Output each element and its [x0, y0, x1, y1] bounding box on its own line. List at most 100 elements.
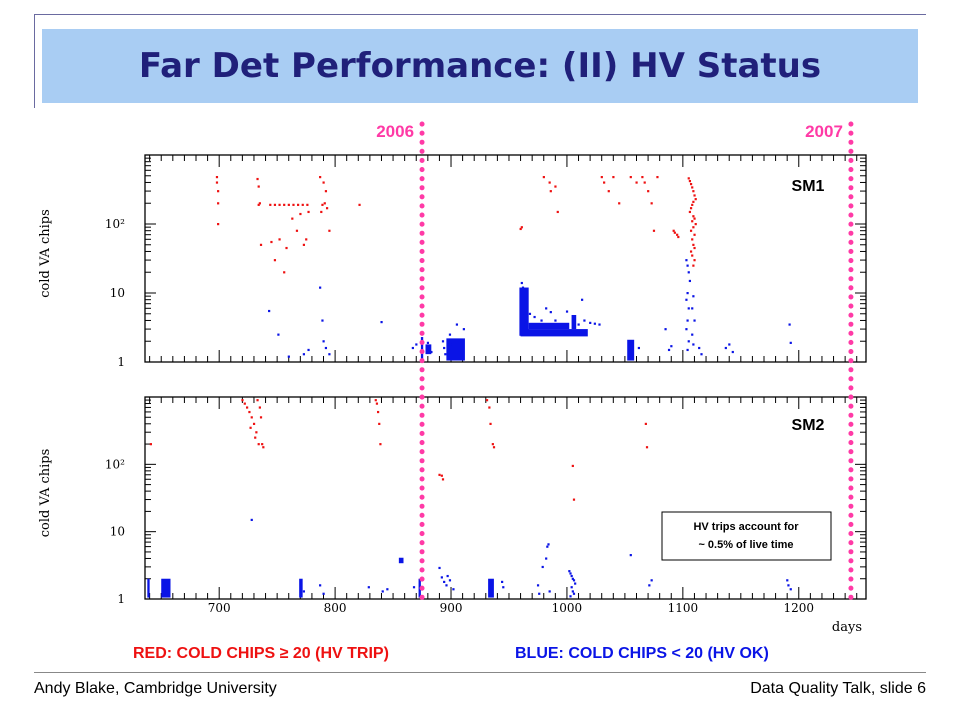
red-point: [269, 203, 272, 206]
blue-point: [520, 281, 523, 285]
red-point: [299, 212, 302, 216]
red-point: [694, 223, 697, 226]
x-tick-label: 900: [440, 601, 463, 615]
red-point: [673, 231, 676, 234]
frame-top-rule: [34, 14, 926, 15]
red-point: [322, 181, 325, 184]
blue-point: [569, 572, 572, 575]
blue-block: [420, 337, 424, 360]
red-point: [328, 229, 331, 232]
red-point: [689, 229, 693, 232]
blue-point: [321, 319, 324, 322]
blue-point: [455, 323, 459, 326]
blue-point: [324, 346, 328, 350]
blue-point: [386, 588, 389, 591]
blue-point: [687, 271, 690, 274]
red-point: [691, 220, 694, 223]
title-bar: Far Det Performance: (II) HV Status: [42, 29, 918, 103]
blue-point: [664, 328, 667, 331]
blue-point: [549, 311, 552, 314]
red-point: [319, 175, 322, 179]
red-point: [375, 402, 379, 405]
blue-point: [569, 595, 572, 598]
blue-point: [536, 584, 540, 587]
blue-point: [441, 340, 445, 343]
red-point: [644, 422, 647, 425]
blue-point: [528, 312, 532, 315]
red-point: [292, 203, 295, 206]
blue-point: [380, 320, 383, 324]
blue-point: [692, 343, 695, 346]
red-point: [278, 203, 281, 206]
red-point: [149, 443, 152, 446]
y-axis-label: cold VA chips: [38, 209, 53, 298]
blue-block: [519, 287, 529, 336]
red-point: [374, 399, 377, 402]
x-tick-label: 1200: [783, 601, 814, 615]
blue-point: [545, 307, 548, 310]
blue-point: [554, 319, 557, 322]
red-point: [691, 203, 694, 206]
red-point: [376, 410, 380, 414]
red-point: [677, 235, 680, 239]
blue-point: [685, 328, 688, 331]
red-point: [440, 474, 443, 477]
blue-block: [299, 578, 303, 598]
blue-point: [319, 286, 322, 289]
red-point: [441, 478, 445, 481]
blue-point: [728, 343, 731, 346]
red-point: [693, 217, 696, 220]
slide-title: Far Det Performance: (II) HV Status: [138, 46, 822, 86]
blue-block: [520, 329, 588, 337]
x-tick-label: 800: [324, 601, 347, 615]
y-tick-label: 1: [117, 355, 125, 369]
red-point: [305, 238, 308, 241]
red-point: [607, 190, 610, 193]
blue-point: [523, 312, 526, 315]
red-point: [641, 175, 644, 179]
y-tick-label: 10²: [105, 217, 125, 231]
red-point: [217, 202, 220, 205]
blue-point: [412, 586, 416, 589]
red-point: [688, 210, 692, 214]
blue-block: [528, 322, 570, 330]
legend-red: RED: COLD CHIPS ≥ 20 (HV TRIP): [133, 645, 389, 662]
note-box: [661, 511, 832, 561]
blue-point: [448, 333, 452, 336]
blue-point: [521, 307, 525, 310]
red-point: [689, 207, 693, 210]
red-point: [250, 416, 253, 419]
note-line: ~ 0.5% of live time: [698, 539, 793, 551]
plot-frame: [144, 154, 867, 363]
blue-point: [691, 333, 694, 336]
red-point: [676, 233, 679, 236]
red-point: [246, 406, 249, 409]
blue-point: [581, 298, 584, 301]
blue-point: [637, 346, 641, 350]
blue-point: [438, 566, 441, 570]
red-point: [692, 264, 695, 267]
red-point: [291, 217, 294, 220]
red-point: [324, 190, 328, 193]
blue-point: [731, 350, 734, 354]
red-point: [693, 246, 696, 250]
blue-point: [540, 319, 543, 322]
red-point: [321, 203, 324, 206]
red-point: [241, 399, 244, 402]
red-point: [379, 443, 382, 446]
hv-trip-note: HV trips account for ~ 0.5% of live time: [661, 511, 832, 561]
blue-point: [570, 586, 573, 589]
x-tick-label: 1000: [552, 601, 583, 615]
red-point: [549, 190, 552, 193]
blue-point: [367, 586, 370, 589]
red-point: [600, 175, 603, 179]
red-point: [278, 238, 281, 241]
blue-point: [446, 574, 449, 578]
blue-point: [568, 570, 571, 573]
red-point: [257, 203, 260, 206]
red-point: [378, 422, 381, 425]
blue-point: [533, 315, 536, 319]
blue-point: [458, 340, 461, 343]
blue-point: [589, 321, 592, 324]
blue-point: [322, 340, 325, 343]
